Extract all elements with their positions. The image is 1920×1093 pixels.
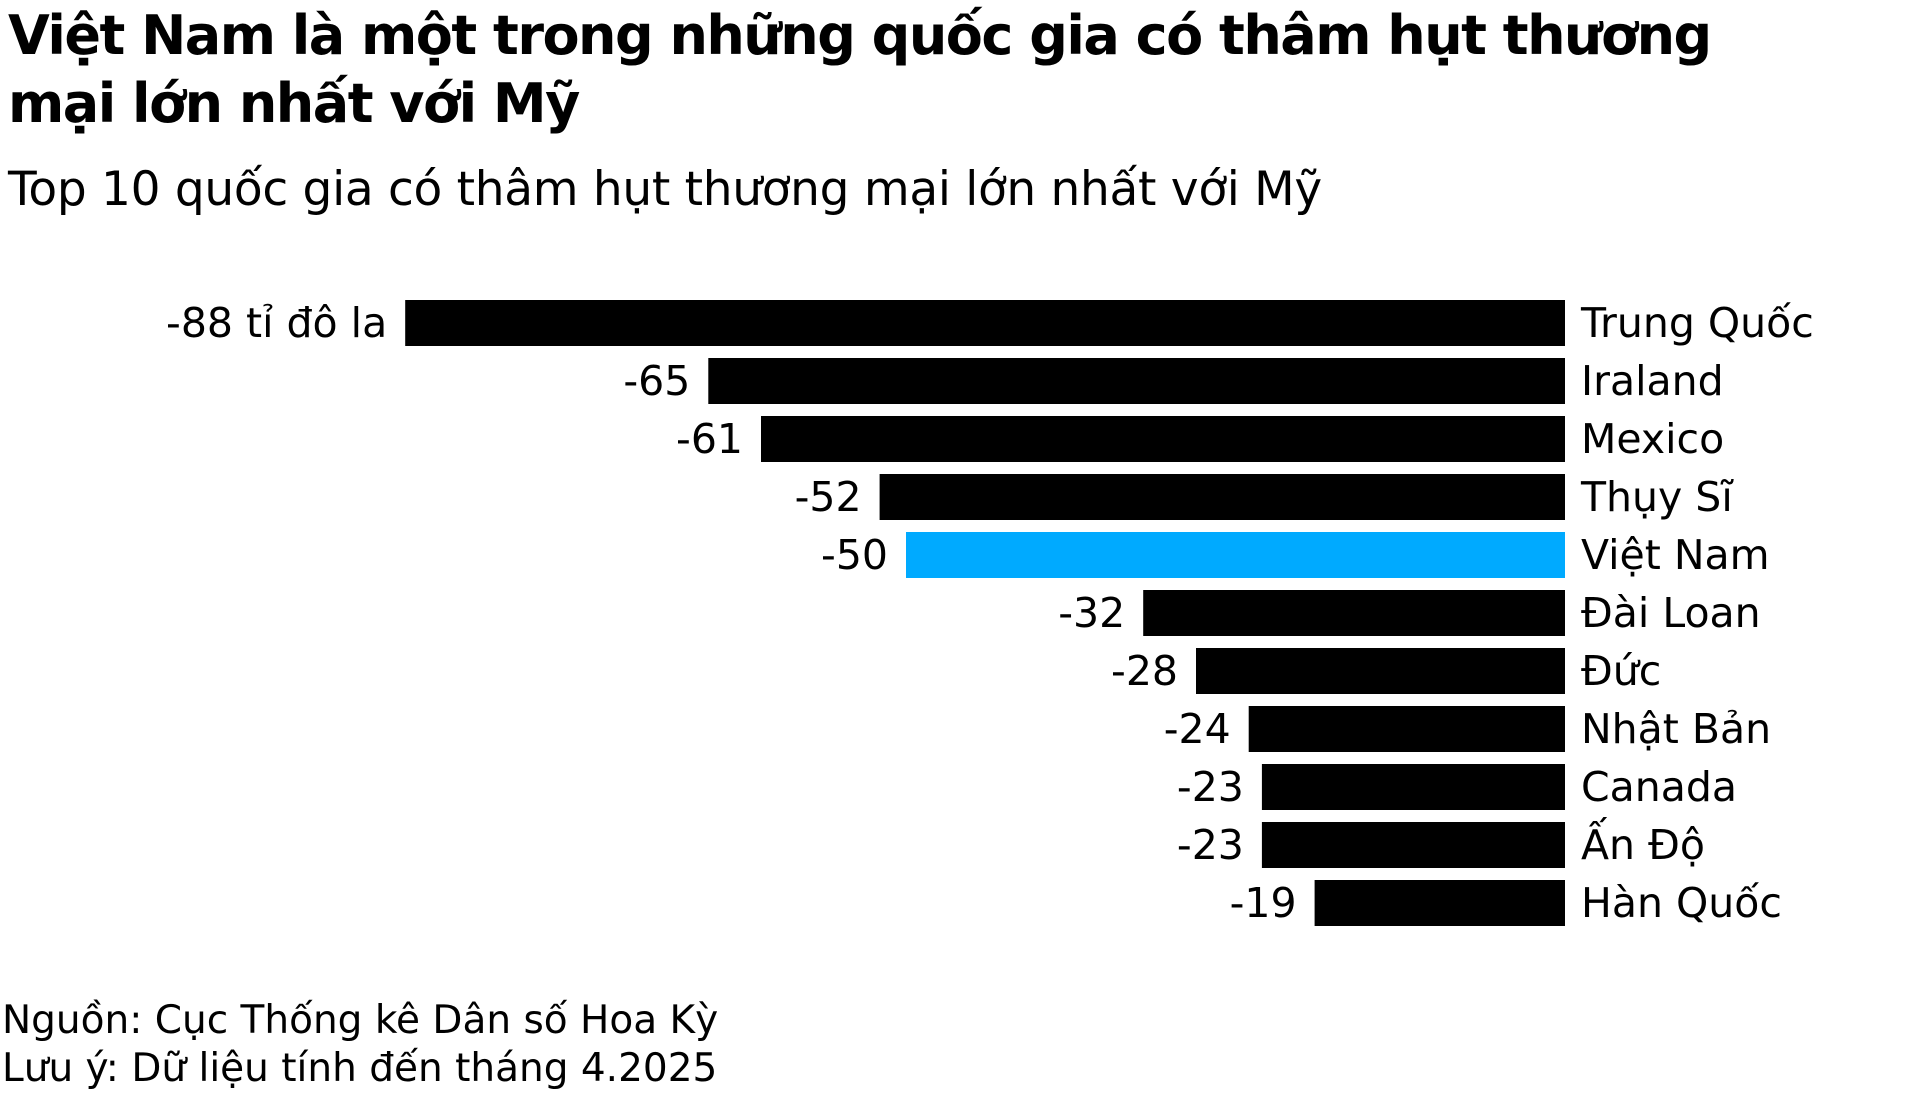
value-label-6: -28 (1111, 647, 1178, 695)
category-label-5: Đài Loan (1581, 589, 1761, 637)
category-label-1: Iraland (1581, 357, 1724, 405)
bar-8 (1261, 764, 1565, 810)
bar-10 (1314, 880, 1565, 926)
category-label-9: Ấn Độ (1581, 817, 1705, 869)
value-label-10: -19 (1230, 879, 1297, 927)
category-label-10: Hàn Quốc (1581, 879, 1782, 927)
value-label-1: -65 (623, 357, 690, 405)
bar-6 (1196, 648, 1565, 694)
category-label-2: Mexico (1581, 415, 1724, 463)
value-label-4: -50 (821, 531, 888, 579)
bars-group (405, 300, 1566, 926)
category-label-3: Thụy Sĩ (1580, 473, 1734, 521)
category-label-8: Canada (1581, 763, 1737, 811)
value-labels-group: -88 tỉ đô la -65 -61 -52 -50 -32 -28 -24 -23 -23 -… (166, 299, 1297, 927)
source-note: Nguồn: Cục Thống kê Dân số Hoa Kỳ (2, 998, 719, 1043)
value-label-2: -61 (676, 415, 743, 463)
bar-3 (879, 474, 1565, 520)
category-label-0: Trung Quốc (1580, 299, 1814, 347)
value-label-0: -88 tỉ đô la (166, 299, 387, 347)
chart-title: Việt Nam là một trong những quốc gia có … (8, 4, 1712, 135)
bar-5 (1143, 590, 1565, 636)
bar-7 (1248, 706, 1565, 752)
footer: Nguồn: Cục Thống kê Dân số Hoa Kỳ Lưu ý:… (2, 997, 718, 1093)
bar-2 (761, 416, 1565, 462)
bar-9 (1261, 822, 1565, 868)
bar-0 (405, 300, 1566, 346)
value-label-3: -52 (795, 473, 862, 521)
value-label-5: -32 (1058, 589, 1125, 637)
category-label-7: Nhật Bản (1581, 705, 1771, 753)
bar-4 (906, 532, 1565, 578)
value-label-8: -23 (1177, 763, 1244, 811)
bar-1 (708, 358, 1565, 404)
category-label-4: Việt Nam (1581, 531, 1770, 579)
value-label-7: -24 (1164, 705, 1231, 753)
data-note: Lưu ý: Dữ liệu tính đến tháng 4.2025 (2, 1046, 718, 1091)
chart-subtitle: Top 10 quốc gia có thâm hụt thương mại l… (8, 162, 1322, 217)
value-label-9: -23 (1177, 821, 1244, 869)
category-labels-group: Trung Quốc Iraland Mexico Thụy Sĩ Việt Nam Đà… (1580, 299, 1814, 927)
category-label-6: Đức (1581, 647, 1661, 695)
